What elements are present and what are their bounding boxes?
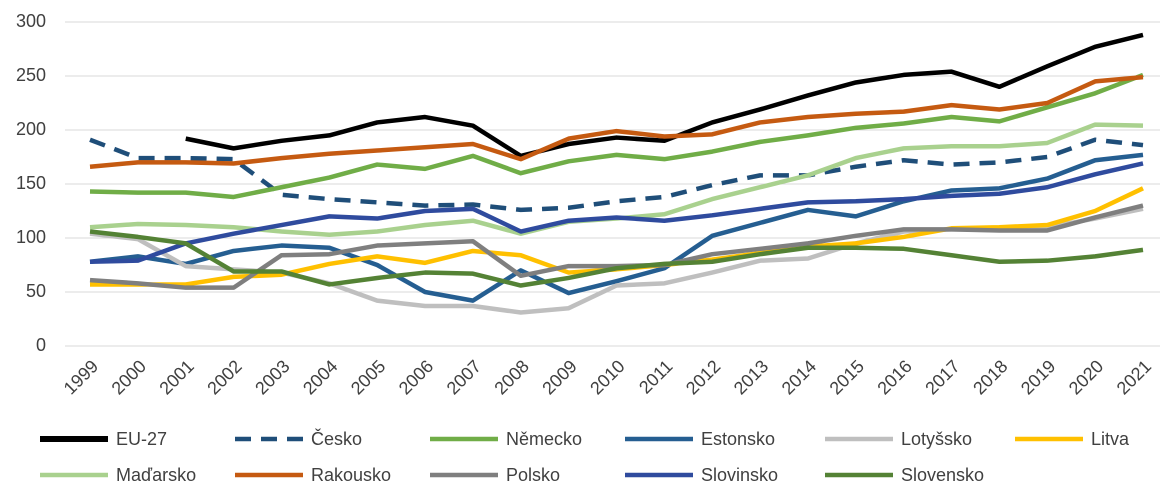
legend-label: EU-27 <box>116 429 167 449</box>
legend-label: Rakousko <box>311 465 391 485</box>
x-tick-label: 2005 <box>347 356 389 398</box>
x-tick-label: 2007 <box>443 356 485 398</box>
series-line <box>89 229 1144 288</box>
y-tick-label: 50 <box>26 281 46 301</box>
legend-label: Polsko <box>506 465 560 485</box>
legend-label: Slovinsko <box>701 465 778 485</box>
x-tick-label: 2014 <box>778 356 820 398</box>
x-tick-label: 2018 <box>969 356 1011 398</box>
x-tick-label: 2004 <box>299 356 341 398</box>
x-tick-label: 2010 <box>586 356 628 398</box>
series-line <box>89 74 1144 169</box>
series-line <box>89 161 1144 265</box>
y-tick-label: 300 <box>16 11 46 31</box>
x-tick-label: 2003 <box>251 356 293 398</box>
legend-label: Německo <box>506 429 582 449</box>
legend-label: Litva <box>1091 429 1130 449</box>
x-tick-label: 2020 <box>1065 356 1107 398</box>
y-tick-label: 0 <box>36 335 46 355</box>
x-tick-label: 2000 <box>108 356 150 398</box>
x-tick-label: 2011 <box>635 356 677 398</box>
x-tick-label: 2017 <box>921 356 963 398</box>
series-line <box>89 152 1144 303</box>
series-line <box>89 72 1144 200</box>
legend-label: Lotyšsko <box>901 429 972 449</box>
x-tick-label: 2009 <box>538 356 580 398</box>
series-line <box>185 32 1144 159</box>
x-tick-label: 2015 <box>826 356 868 398</box>
legend-label: Slovensko <box>901 465 984 485</box>
legend-label: Maďarsko <box>116 465 196 485</box>
x-tick-label: 1999 <box>60 356 102 398</box>
y-tick-label: 100 <box>16 227 46 247</box>
x-tick-label: 2012 <box>682 356 724 398</box>
x-tick-label: 2008 <box>491 356 533 398</box>
x-tick-label: 2002 <box>203 356 245 398</box>
y-tick-label: 200 <box>16 119 46 139</box>
y-tick-label: 150 <box>16 173 46 193</box>
legend-label: Estonsko <box>701 429 775 449</box>
x-tick-label: 2013 <box>730 356 772 398</box>
y-tick-label: 250 <box>16 65 46 85</box>
legend-label: Česko <box>311 428 362 449</box>
x-tick-label: 2016 <box>873 356 915 398</box>
x-tick-label: 2021 <box>1113 356 1155 398</box>
x-tick-label: 2019 <box>1017 356 1059 398</box>
x-tick-label: 2001 <box>155 356 197 398</box>
series-line <box>89 137 1144 213</box>
x-tick-label: 2006 <box>395 356 437 398</box>
